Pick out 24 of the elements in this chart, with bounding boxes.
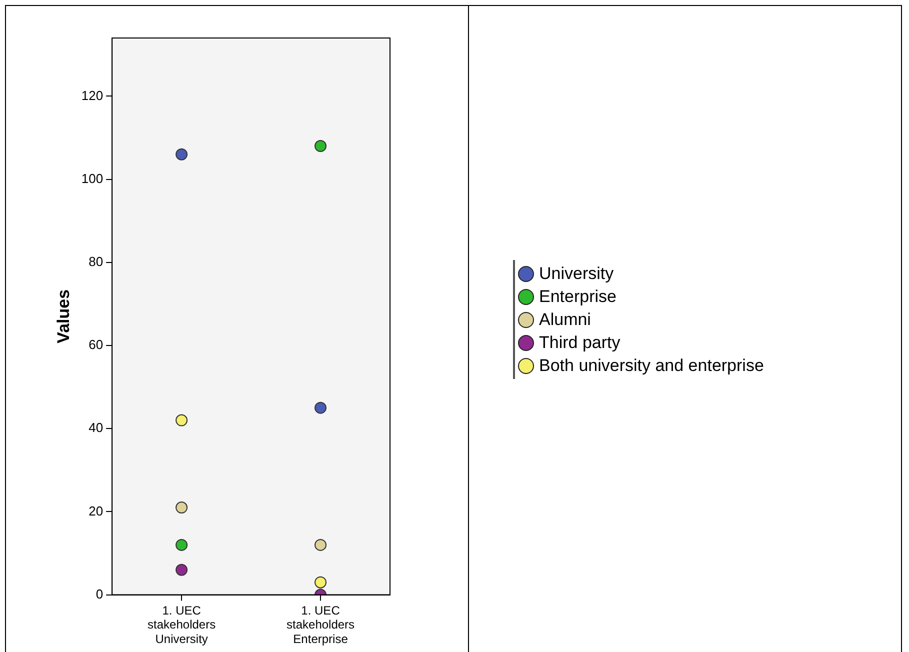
y-tick-label: 120 <box>81 88 104 103</box>
y-tick-label: 80 <box>88 254 104 269</box>
legend-label: Both university and enterprise <box>539 356 764 376</box>
y-tick-label: 20 <box>88 503 104 518</box>
point <box>314 140 327 152</box>
legend-label: University <box>539 264 614 284</box>
x-tick-label: 1. UEC stakeholders University <box>148 603 216 646</box>
y-axis-title: Values <box>54 289 73 344</box>
y-tick-label: 40 <box>88 420 104 436</box>
point <box>176 148 188 160</box>
point <box>314 576 327 588</box>
legend-label: Alumni <box>539 310 591 330</box>
point <box>176 538 188 551</box>
point <box>314 402 327 414</box>
point <box>176 564 188 576</box>
point <box>176 414 188 426</box>
point <box>314 538 327 551</box>
legend-label: Third party <box>539 332 620 352</box>
y-tick-label: 100 <box>81 170 104 186</box>
x-tick-label: 1. UEC stakeholders Enterprise <box>286 603 355 646</box>
point <box>176 502 188 514</box>
legend-label: Enterprise <box>539 286 616 306</box>
y-tick-label: 60 <box>88 337 104 352</box>
y-tick-label: 0 <box>96 586 104 602</box>
